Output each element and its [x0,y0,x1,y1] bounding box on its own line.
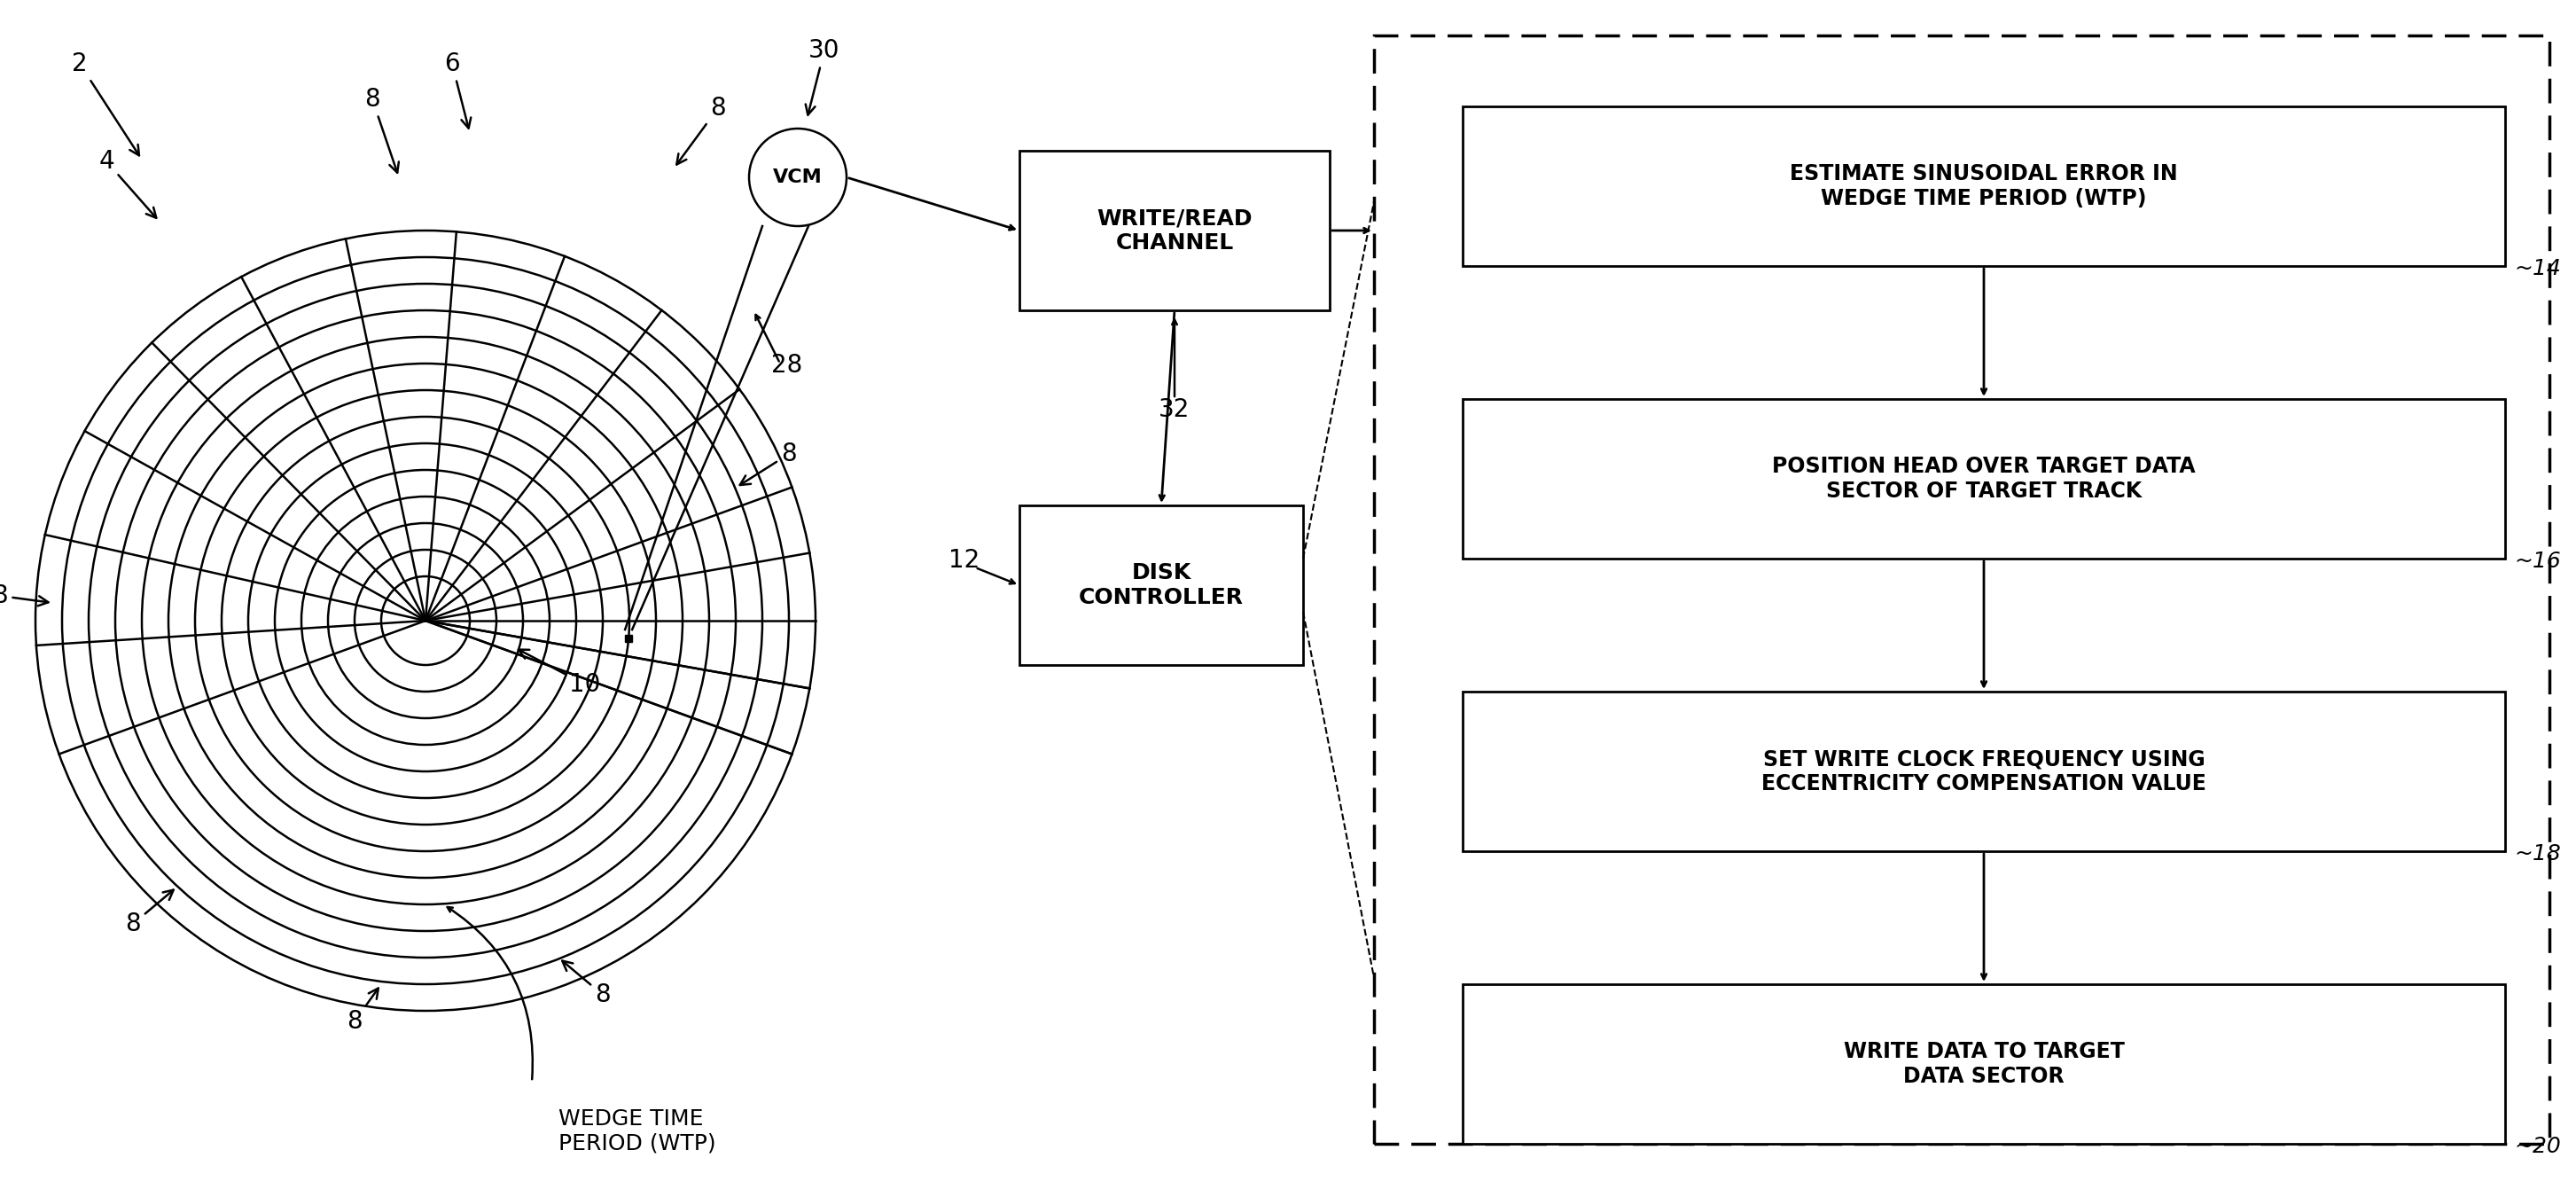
Text: POSITION HEAD OVER TARGET DATA
SECTOR OF TARGET TRACK: POSITION HEAD OVER TARGET DATA SECTOR OF… [1772,456,2195,502]
Bar [1463,399,2504,559]
Text: 2: 2 [72,51,139,156]
Text: WRITE/READ
CHANNEL: WRITE/READ CHANNEL [1097,207,1252,254]
Text: WRITE DATA TO TARGET
DATA SECTOR: WRITE DATA TO TARGET DATA SECTOR [1844,1041,2125,1087]
Text: ~20: ~20 [2514,1136,2561,1157]
Bar [1463,692,2504,851]
Text: 8: 8 [739,442,796,485]
Text: 8: 8 [562,961,611,1007]
Text: ~14: ~14 [2514,259,2561,279]
Text: 4: 4 [98,148,157,218]
Bar [1020,505,1303,666]
Text: DISK
CONTROLLER: DISK CONTROLLER [1079,563,1244,608]
Text: 8: 8 [126,889,173,936]
Bar [1463,107,2504,266]
Text: 30: 30 [806,38,840,115]
Text: VCM: VCM [773,169,822,187]
Text: SET WRITE CLOCK FREQUENCY USING
ECCENTRICITY COMPENSATION VALUE: SET WRITE CLOCK FREQUENCY USING ECCENTRI… [1762,748,2205,795]
Text: ~18: ~18 [2514,843,2561,864]
Text: 6: 6 [443,51,471,128]
Text: 28: 28 [770,353,804,378]
Text: 8: 8 [677,96,726,164]
Text: 8: 8 [348,989,379,1034]
Text: ~16: ~16 [2514,551,2561,572]
Text: 8: 8 [363,87,399,172]
Bar [1463,984,2504,1144]
Text: WEDGE TIME
PERIOD (WTP): WEDGE TIME PERIOD (WTP) [559,1108,716,1154]
Text: 32: 32 [1159,397,1190,423]
Text: 8: 8 [0,583,49,608]
Text: 12: 12 [948,548,979,573]
Text: 10: 10 [518,650,600,697]
Bar [1373,36,2550,1144]
Bar [1020,151,1329,310]
Text: ESTIMATE SINUSOIDAL ERROR IN
WEDGE TIME PERIOD (WTP): ESTIMATE SINUSOIDAL ERROR IN WEDGE TIME … [1790,163,2177,209]
